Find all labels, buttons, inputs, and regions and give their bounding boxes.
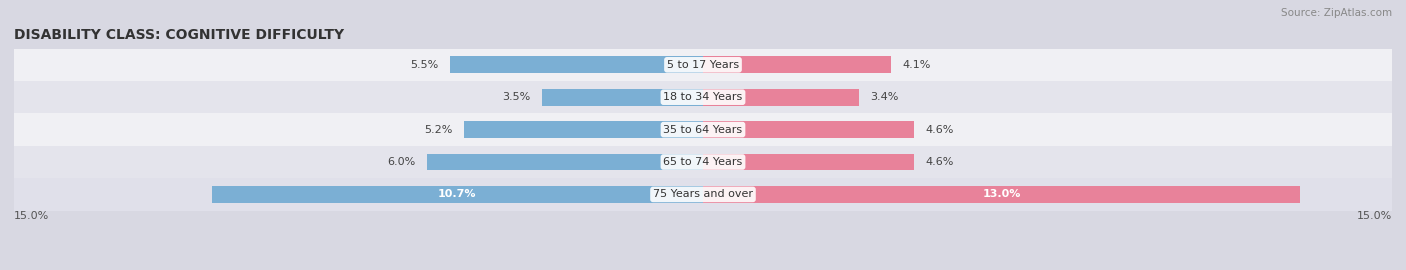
Bar [703, 56, 891, 73]
Text: 35 to 64 Years: 35 to 64 Years [664, 124, 742, 135]
Bar [703, 186, 1301, 203]
Text: 75 Years and over: 75 Years and over [652, 189, 754, 200]
Bar [703, 89, 859, 106]
Bar [14, 146, 1392, 178]
Bar [14, 49, 1392, 81]
Text: 15.0%: 15.0% [1357, 211, 1392, 221]
Text: 6.0%: 6.0% [388, 157, 416, 167]
Text: 4.6%: 4.6% [925, 124, 955, 135]
Bar [450, 56, 703, 73]
Bar [427, 154, 703, 170]
Text: DISABILITY CLASS: COGNITIVE DIFFICULTY: DISABILITY CLASS: COGNITIVE DIFFICULTY [14, 28, 344, 42]
Bar [14, 113, 1392, 146]
Text: 18 to 34 Years: 18 to 34 Years [664, 92, 742, 102]
Bar [211, 186, 703, 203]
Text: 4.1%: 4.1% [903, 60, 931, 70]
Text: 5.5%: 5.5% [411, 60, 439, 70]
Text: 65 to 74 Years: 65 to 74 Years [664, 157, 742, 167]
Text: 3.4%: 3.4% [870, 92, 898, 102]
Bar [703, 121, 914, 138]
Text: 5.2%: 5.2% [425, 124, 453, 135]
Bar [14, 178, 1392, 211]
Bar [543, 89, 703, 106]
Text: 3.5%: 3.5% [502, 92, 531, 102]
Text: 10.7%: 10.7% [439, 189, 477, 200]
Text: 15.0%: 15.0% [14, 211, 49, 221]
Bar [464, 121, 703, 138]
Text: Source: ZipAtlas.com: Source: ZipAtlas.com [1281, 8, 1392, 18]
Text: 4.6%: 4.6% [925, 157, 955, 167]
Text: 5 to 17 Years: 5 to 17 Years [666, 60, 740, 70]
Bar [703, 154, 914, 170]
Text: 13.0%: 13.0% [983, 189, 1021, 200]
Bar [14, 81, 1392, 113]
